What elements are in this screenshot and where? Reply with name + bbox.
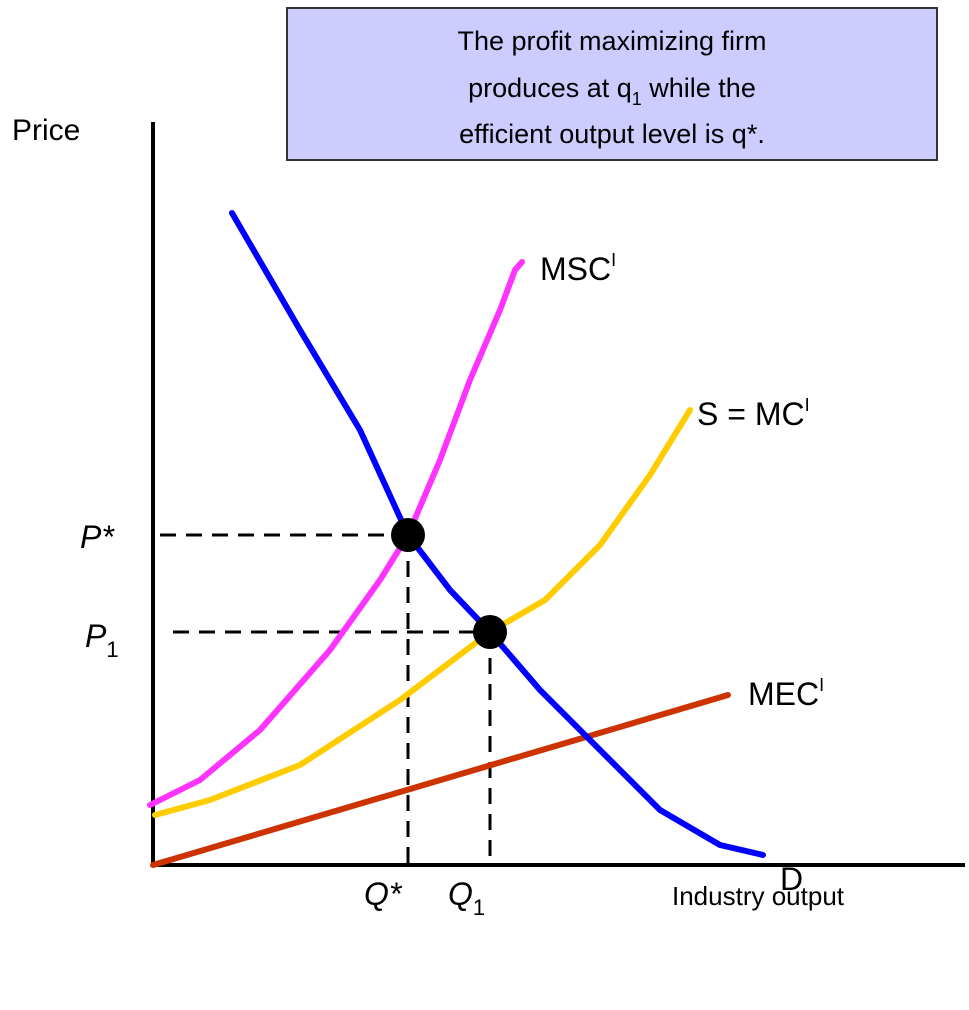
annotation-text: produces at q	[468, 73, 632, 103]
curve-label-text: S = MC	[697, 396, 805, 432]
curve-label: D	[780, 861, 803, 897]
quantity-label-text: Q	[448, 876, 473, 912]
curve-label-sup: I	[611, 250, 616, 270]
annotation-box	[286, 7, 938, 161]
annotation-line: The profit maximizing firm	[457, 26, 766, 56]
annotation-line: produces at q1 while the	[468, 73, 756, 109]
price-label: P*	[80, 519, 115, 555]
curve-label-text: MEC	[748, 676, 819, 712]
equilibrium-point	[473, 615, 507, 649]
annotation-line: efficient output level is q*.	[459, 119, 765, 149]
x-axis-label: Industry output	[672, 881, 845, 911]
quantity-label: Q1	[448, 876, 485, 920]
quantity-label-sub: 1	[473, 895, 485, 920]
curve-label-sup: I	[805, 395, 810, 415]
equilibrium-point	[391, 518, 425, 552]
curve-label-sup: I	[819, 675, 824, 695]
price-label-sub: 1	[106, 637, 118, 662]
curve-label: MECI	[748, 675, 824, 712]
curve-label: MSCI	[540, 250, 616, 287]
price-label-text: P	[85, 618, 107, 654]
mec-curve	[150, 692, 731, 868]
y-axis-label: Price	[12, 114, 80, 147]
annotation-text: while the	[642, 73, 756, 103]
curve-label-text: MSC	[540, 251, 611, 287]
curve-label: S = MCI	[697, 395, 810, 432]
guide-lines	[160, 533, 492, 865]
annotation-sub: 1	[632, 89, 642, 109]
quantity-label: Q*	[364, 876, 403, 912]
msc-curve	[147, 259, 525, 808]
price-label: P1	[85, 618, 119, 662]
